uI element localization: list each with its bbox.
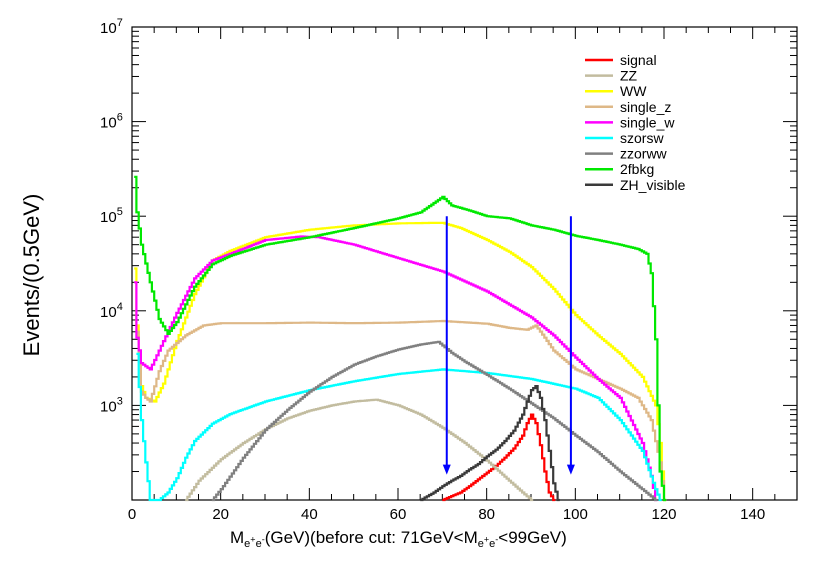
series-single-z [136,319,667,502]
y-tick-exponent: 4 [117,301,123,313]
y-tick-label: 104 [100,301,123,321]
x-label-sup: + [483,534,490,545]
x-tick-label: 60 [390,506,407,523]
series-zh-visible [420,385,560,502]
legend-label: zzorww [620,146,668,162]
y-tick-exponent: 5 [117,206,123,218]
x-label-part: M [230,528,245,547]
x-tick-label: 0 [128,506,136,523]
series-single-w [134,235,658,502]
x-label-part: (GeV)(before cut: 71GeV<M [264,528,478,547]
y-tick-label: 107 [100,17,123,37]
y-tick-base: 10 [100,115,117,132]
legend-label: signal [620,52,657,68]
x-label-part: e [489,538,496,551]
x-label-sup: - [495,534,499,545]
cut-arrow-head [566,464,575,475]
legend-label: 2fbkg [620,161,654,177]
legend-label: single_z [620,99,671,115]
x-tick-label: 80 [478,506,495,523]
series-2fbkg [134,175,667,502]
x-label-sup: - [261,534,265,545]
x-axis-label: Me+e-(GeV)(before cut: 71GeV<Me+e-<99GeV… [230,528,567,550]
y-tick-exponent: 3 [117,395,123,407]
y-tick-label: 105 [100,206,123,226]
x-tick-label: 100 [563,506,588,523]
legend-label: szorsw [620,130,664,146]
y-axis-label: Events/(0.5GeV) [2,145,62,405]
x-label-sub: e+e- [244,534,265,551]
x-label-part: e [244,538,251,551]
series-zz [185,398,534,502]
cut-arrows [442,216,575,475]
plot-frame [131,26,798,501]
x-tick-label: 20 [212,506,229,523]
y-tick-label: 103 [100,395,123,415]
legend: signalZZWWsingle_zsingle_wszorswzzorww2f… [585,52,686,193]
series-zzorww [211,340,658,502]
series-szorsw [136,352,662,502]
y-tick-exponent: 6 [117,112,123,124]
x-label-sub: e+e- [477,534,499,551]
series-signal [442,413,556,502]
x-label-sup: + [250,534,256,545]
legend-label: ZH_visible [620,177,686,193]
x-label-part: e [255,538,262,551]
y-tick-base: 10 [100,398,117,415]
legend-label: ZZ [620,68,638,84]
cut-arrow-head [442,464,451,475]
x-tick-label: 40 [301,506,318,523]
y-tick-base: 10 [100,20,117,37]
series-lines [134,175,667,502]
y-axis-label-text: Events/(0.5GeV) [19,193,44,357]
x-tick-label: 140 [740,506,765,523]
x-label-part: <99GeV) [498,528,567,547]
y-tick-exponent: 7 [117,17,123,29]
y-tick-base: 10 [100,304,117,321]
y-tick-label: 106 [100,112,123,132]
legend-label: single_w [620,114,675,130]
y-tick-base: 10 [100,209,117,226]
x-label-part: e [477,538,484,551]
legend-label: WW [620,83,647,99]
x-tick-label: 120 [651,506,676,523]
